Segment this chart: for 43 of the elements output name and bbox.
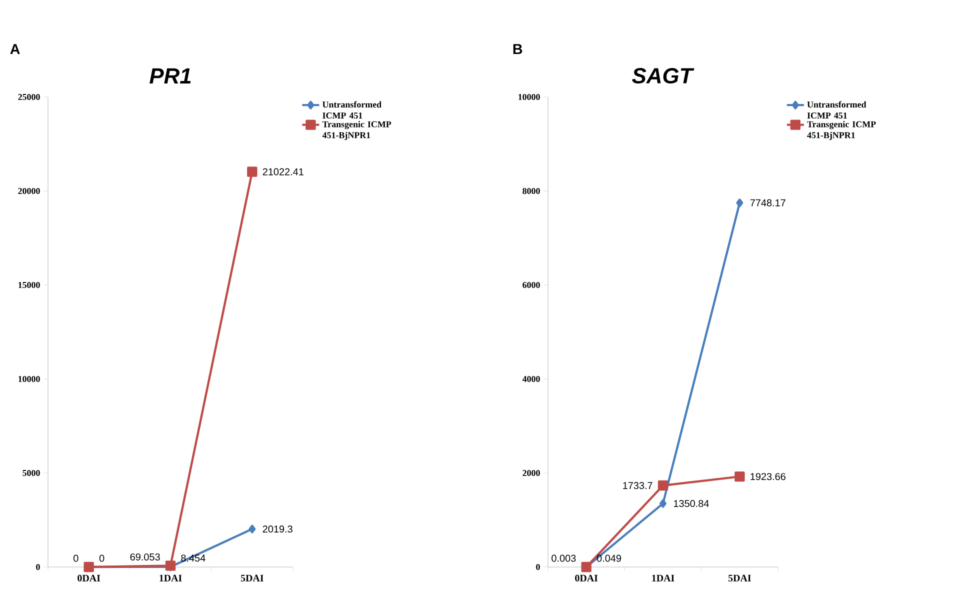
y-tick-label: 20000	[18, 188, 40, 194]
y-tick-label: 15000	[18, 282, 40, 288]
x-tick-label: 1DAI	[160, 574, 182, 582]
data-label: 0	[73, 554, 78, 562]
data-label: 1350.84	[674, 500, 709, 508]
x-tick-label: 0DAI	[78, 574, 100, 582]
x-tick-label: 0DAI	[575, 574, 598, 582]
data-label: 0.049	[596, 554, 622, 562]
x-tick-label: 5DAI	[240, 574, 264, 582]
data-label: 21022.41	[262, 168, 304, 176]
chart-title: PR1	[150, 68, 191, 84]
y-tick-label: 2000	[522, 470, 540, 476]
y-tick-label: 8000	[522, 188, 540, 194]
x-tick-label: 1DAI	[652, 574, 674, 582]
data-label: 1733.7	[623, 482, 652, 490]
data-label: 7748.17	[750, 199, 786, 206]
data-label: 0.003	[552, 554, 576, 562]
y-tick-label: 5000	[22, 470, 40, 476]
y-tick-label: 10000	[518, 94, 540, 100]
legend-label: Transgenic ICMP 451-BjNPR1	[322, 120, 392, 140]
point	[658, 480, 668, 491]
text: A	[10, 44, 20, 54]
point	[736, 198, 744, 208]
point	[247, 166, 258, 177]
y-tick-label: 0	[536, 564, 540, 570]
legend-label: Untransformed ICMP 451	[322, 101, 382, 119]
y-tick-label: 25000	[18, 94, 40, 100]
data-label: 69.053	[130, 553, 160, 560]
data-label: 2019.3	[262, 526, 292, 533]
point	[248, 524, 256, 534]
point	[660, 499, 667, 508]
point	[734, 471, 745, 482]
y-tick-label: 6000	[522, 282, 540, 288]
y-tick-label: 10000	[18, 376, 40, 382]
y-tick-label: 0	[36, 564, 40, 570]
text: B	[513, 44, 522, 54]
legend-label: Transgenic ICMP 451-BjNPR1	[807, 120, 876, 140]
x-tick-label: 5DAI	[728, 574, 751, 582]
chart-title: SAGT	[632, 68, 694, 84]
y-tick-label: 4000	[522, 376, 540, 382]
data-label: 1923.66	[750, 473, 786, 480]
data-label: 0	[99, 554, 104, 562]
legend-label: Untransformed ICMP 451	[807, 101, 866, 119]
